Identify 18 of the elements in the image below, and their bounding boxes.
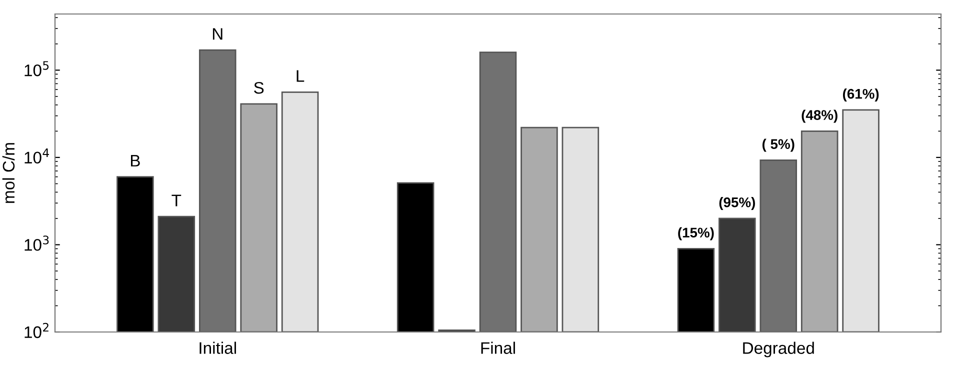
series-label: S [254,82,264,94]
y-tick-label: 10$^{2}$ [24,322,48,338]
annotation: (48%) [802,110,838,123]
annotation: (61%) [842,88,879,102]
series-label: B [130,154,140,166]
series-label: L [296,70,304,82]
x-tick-label: Final [481,342,515,354]
y-tick-label: 10$^{3}$ [24,236,49,251]
y-axis-title: mol C/m [2,143,15,203]
y-tick-label: 10$^{4}$ [24,148,49,164]
series-label: T [172,194,182,206]
x-tick-label: Degraded [743,342,814,358]
annotation: ( 5%) [762,138,794,152]
annotation: (15%) [678,227,714,240]
annotation: (95%) [719,197,755,210]
x-tick-label: Initial [200,342,236,354]
series-label: N [212,28,222,40]
y-tick-label: 10$^{5}$ [24,61,49,76]
